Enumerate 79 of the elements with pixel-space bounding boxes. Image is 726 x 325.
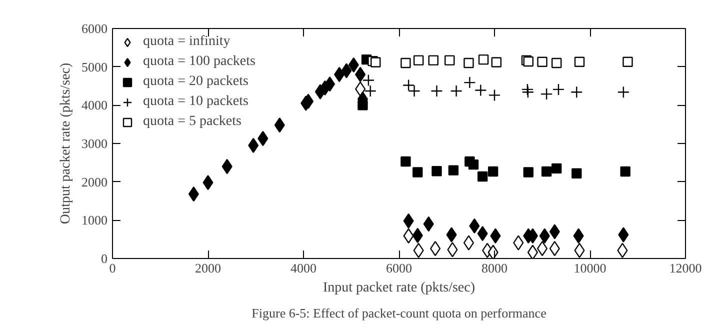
y-tick-label: 3000 (82, 136, 108, 151)
point (202, 175, 214, 190)
point (403, 228, 414, 244)
point (617, 86, 630, 98)
point (324, 76, 336, 92)
point (408, 84, 420, 98)
point (370, 57, 381, 68)
y-tick-label: 0 (101, 251, 108, 266)
x-tick-label: 8000 (482, 260, 508, 276)
y-tick-label: 2000 (82, 174, 108, 190)
point (541, 166, 552, 177)
legend-label: quota = infinity (143, 34, 230, 50)
point (430, 84, 443, 98)
point (474, 84, 487, 96)
point (464, 58, 474, 68)
y-axis-title: Output packet rate (pkts/sec) (58, 62, 74, 224)
x-tick-label: 2000 (195, 260, 221, 276)
point (428, 55, 438, 66)
legend-label: quota = 5 packets (143, 114, 242, 130)
x-tick-label: 10000 (574, 260, 606, 276)
point (446, 227, 457, 242)
x-tick-label: 12000 (669, 260, 702, 276)
point (551, 58, 562, 68)
point (450, 84, 462, 98)
y-tick-label: 5000 (82, 59, 108, 74)
point (477, 171, 488, 182)
point (620, 166, 630, 177)
point (490, 228, 501, 244)
y-tick-label: 1000 (82, 212, 108, 228)
point (537, 56, 548, 67)
point (549, 224, 560, 240)
y-tick-label: 4000 (82, 98, 108, 113)
y-tick-label: 6000 (82, 21, 108, 36)
point (523, 167, 534, 178)
point (274, 118, 285, 133)
point (358, 100, 368, 110)
point (622, 56, 633, 67)
point (570, 86, 583, 98)
point (513, 235, 524, 250)
point (188, 186, 199, 202)
point (551, 163, 562, 174)
point (432, 166, 442, 176)
point (572, 168, 582, 178)
point (574, 56, 585, 67)
x-axis-title: Input packet rate (pkts/sec) (323, 280, 476, 296)
point (463, 235, 474, 250)
point (522, 86, 534, 98)
point (364, 84, 376, 98)
point (573, 228, 584, 244)
legend-label: quota = 100 packets (143, 54, 256, 70)
text: Figure 6-5: Effect of packet-count quota on performance (252, 306, 547, 320)
point (412, 167, 423, 178)
point (540, 88, 553, 100)
point (447, 242, 458, 258)
point (618, 227, 629, 242)
point (491, 57, 502, 68)
point (552, 83, 565, 96)
point (362, 74, 375, 86)
legend-label: quota = 20 packets (143, 74, 248, 90)
point (464, 76, 476, 89)
x-tick-label: 4000 (290, 260, 316, 276)
point (468, 159, 479, 170)
point (488, 166, 498, 177)
point (402, 79, 415, 92)
point (488, 244, 498, 258)
legend-label: quota = 10 packets (143, 94, 248, 110)
point (521, 83, 534, 96)
point (444, 55, 455, 66)
point (400, 156, 411, 167)
point (400, 58, 411, 68)
point (448, 165, 459, 176)
point (488, 89, 501, 102)
point (536, 240, 548, 256)
point (527, 244, 538, 258)
point (478, 54, 489, 65)
x-tick-label: 6000 (386, 260, 412, 276)
point (341, 63, 352, 78)
point (413, 55, 424, 66)
point (539, 228, 550, 244)
